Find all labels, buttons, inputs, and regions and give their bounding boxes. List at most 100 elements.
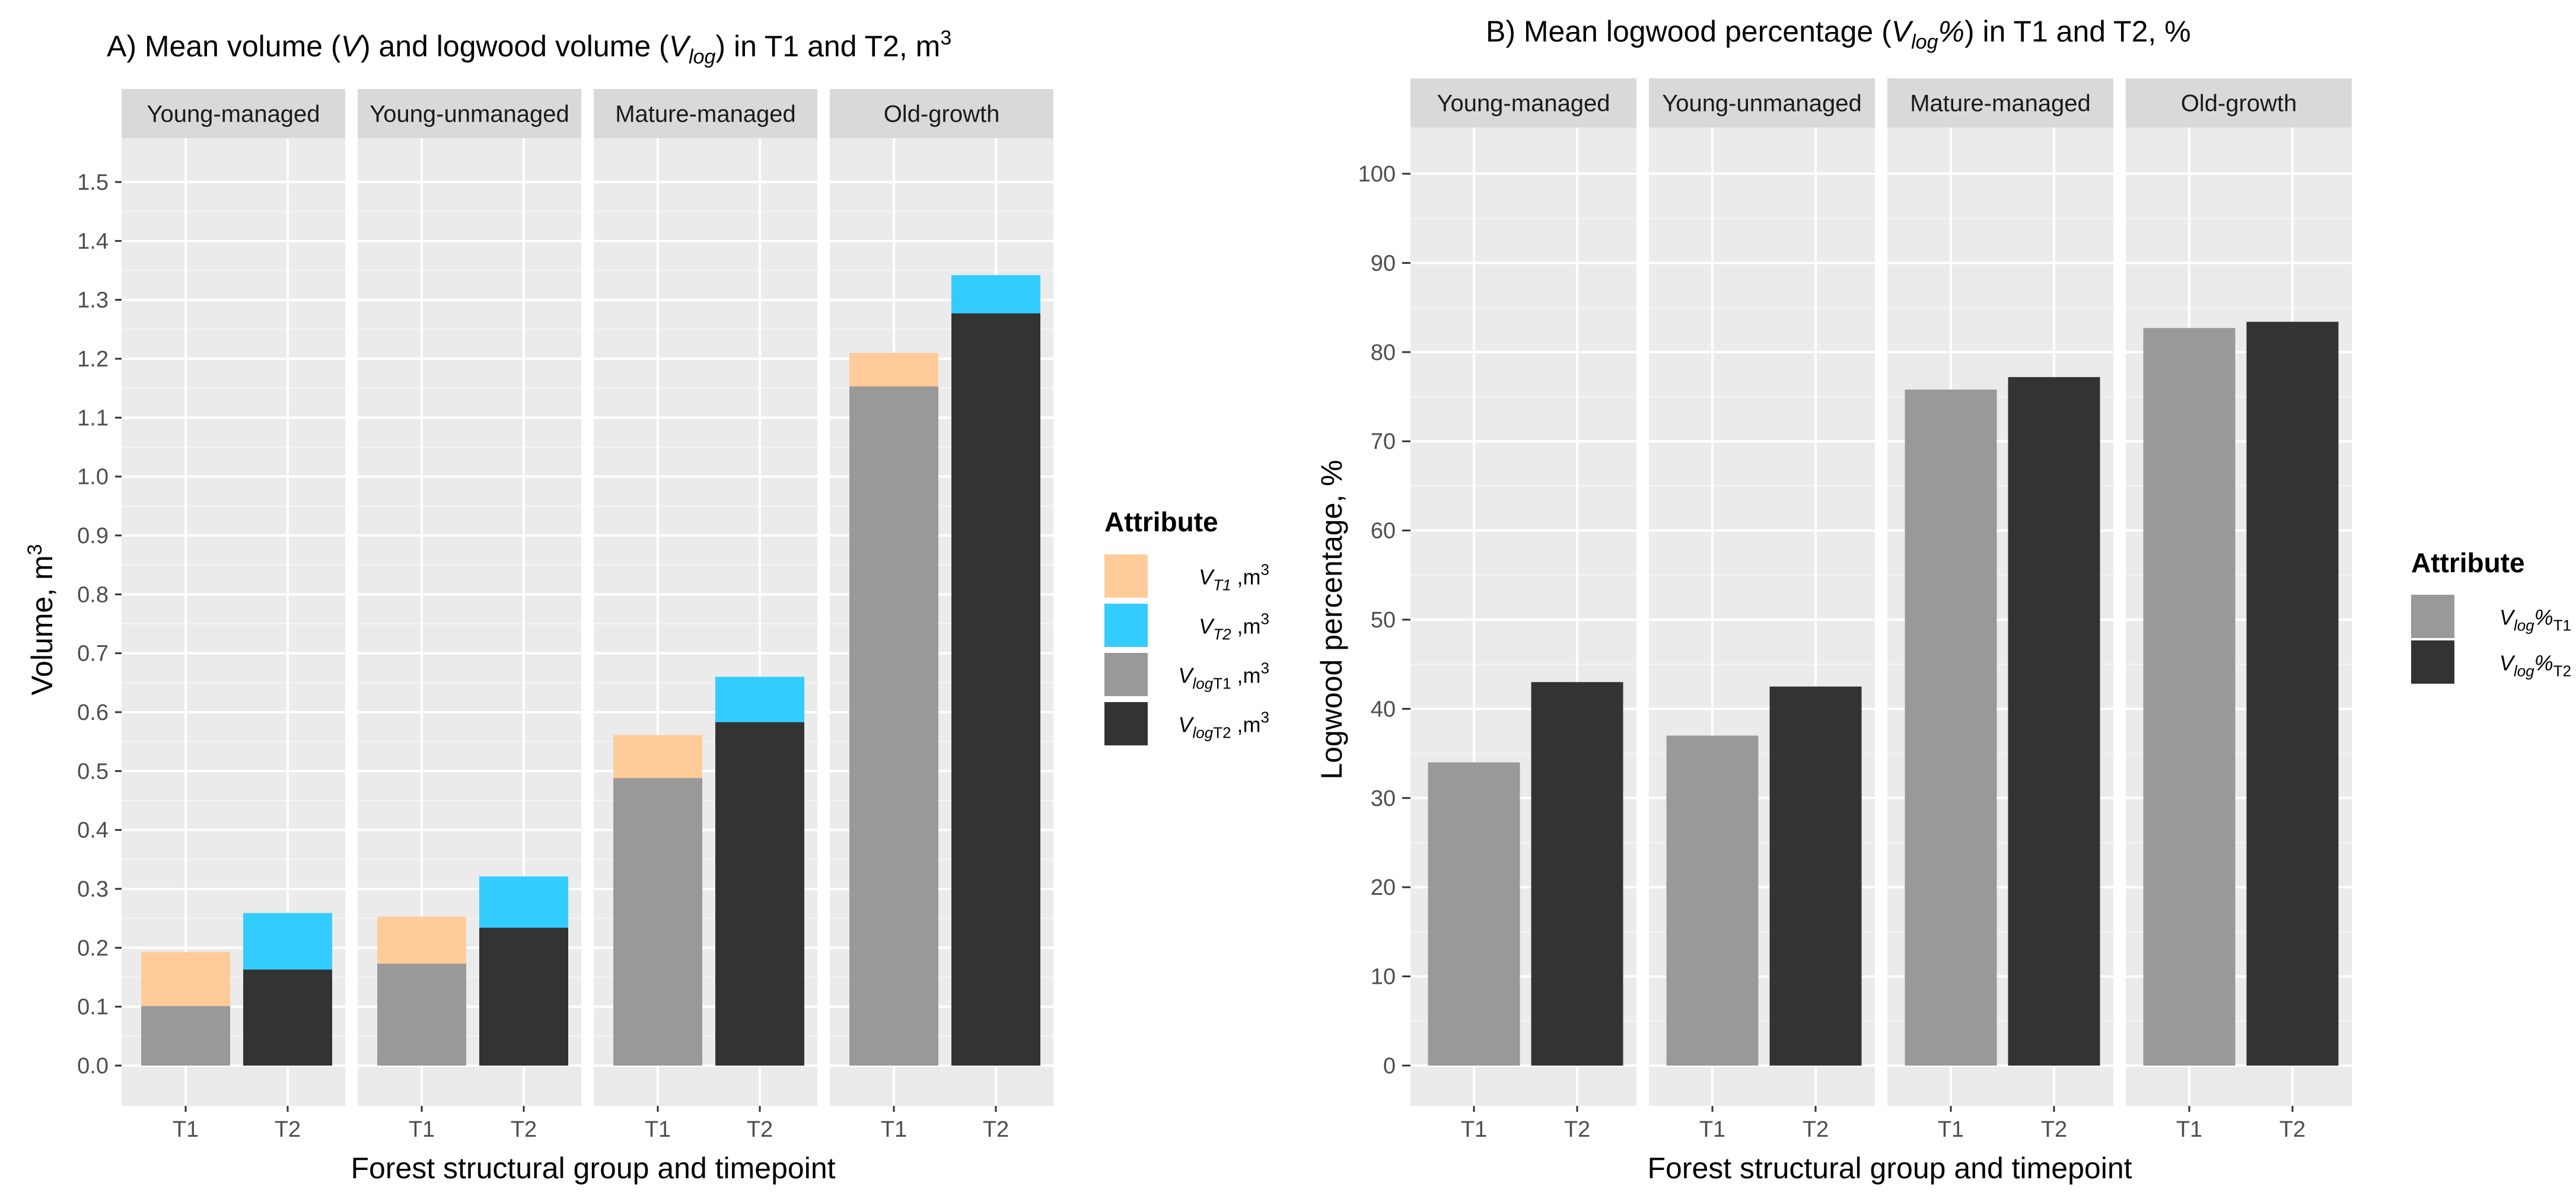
chart-a-y-tick-label: 1.0 bbox=[77, 465, 109, 490]
chart-b-mature-managed-strip bbox=[1887, 78, 2113, 127]
chart-a-young-unmanaged-strip bbox=[358, 89, 581, 138]
chart-a-legend-title: Attribute bbox=[1104, 506, 1218, 537]
chart-a-old-growth-facet-label: Old-growth bbox=[884, 101, 1000, 127]
a-legend-label-1: VT2 ,m3 bbox=[1199, 610, 1269, 643]
chart-a-young-unmanaged-bar-vlogt2 bbox=[479, 927, 568, 1066]
a-legend-label-3: VlogT2 ,m3 bbox=[1178, 709, 1269, 742]
chart-a-mature-managed-bar-vlogt2 bbox=[715, 722, 804, 1066]
chart-b-young-unmanaged-x-tick-label-t1: T1 bbox=[1699, 1117, 1725, 1142]
chart-b-young-managed-bar-vlogpctt2 bbox=[1531, 682, 1623, 1066]
chart-b-y-axis-title: Logwood percentage, % bbox=[1315, 460, 1348, 779]
chart-b-y-tick-label: 30 bbox=[1371, 786, 1396, 811]
chart-b-young-managed-facet-label: Young-managed bbox=[1437, 91, 1610, 117]
chart-b-old-growth-bar-vlogpctt1 bbox=[2143, 328, 2236, 1066]
chart-a-x-axis-title: Forest structural group and timepoint bbox=[351, 1152, 835, 1185]
chart-b-mature-managed-x-tick-label-t1: T1 bbox=[1938, 1117, 1964, 1142]
chart-a-mature-managed-x-tick-label-t1: T1 bbox=[645, 1117, 671, 1142]
chart-a-old-growth-bar-vlogt2 bbox=[951, 313, 1040, 1066]
chart-a-legend: Attribute VT1 ,m3 VT2 ,m3 VlogT1 ,m3 VlogT2… bbox=[1104, 506, 1269, 745]
chart-a-old-growth-bar-vlogt1 bbox=[849, 386, 938, 1066]
chart-b-mature-managed-facet-label: Mature-managed bbox=[1910, 91, 2091, 117]
chart-a-young-unmanaged-x-tick-label-t2: T2 bbox=[511, 1117, 537, 1142]
chart-b-logwood-percentage: B) Mean logwood percentage (Vlog%) in T1… bbox=[1315, 15, 2571, 1185]
chart-b-mature-managed-bar-vlogpctt2 bbox=[2008, 377, 2100, 1066]
chart-b-y-tick-label: 90 bbox=[1371, 251, 1396, 276]
chart-a-y-tick-label: 0.5 bbox=[77, 759, 109, 784]
chart-b-y-tick-label: 80 bbox=[1371, 340, 1396, 365]
chart-b-old-growth-bar-vlogpctt2 bbox=[2246, 321, 2339, 1066]
chart-a-old-growth-x-tick-label-t1: T1 bbox=[881, 1117, 907, 1142]
chart-b-young-unmanaged-x-tick-label-t2: T2 bbox=[1803, 1117, 1829, 1142]
chart-a-y-tick-label: 0.7 bbox=[77, 642, 109, 667]
chart-b-mature-managed-bar-vlogpctt1 bbox=[1905, 389, 1997, 1066]
chart-a-title: A) Mean volume (V) and logwood volume (V… bbox=[107, 27, 951, 68]
chart-a-mature-managed-facet-label: Mature-managed bbox=[615, 101, 796, 127]
chart-a-young-unmanaged-facet-label: Young-unmanaged bbox=[370, 101, 569, 127]
a-legend-key-0 bbox=[1104, 554, 1148, 598]
chart-b-young-managed-strip bbox=[1410, 78, 1636, 127]
chart-b-y-tick-label: 60 bbox=[1371, 519, 1396, 544]
a-legend-key-3 bbox=[1104, 702, 1148, 745]
chart-b-y-tick-label: 40 bbox=[1371, 697, 1396, 722]
chart-a-young-managed-facet-label: Young-managed bbox=[147, 101, 320, 127]
chart-a-y-tick-label: 0.6 bbox=[77, 700, 109, 725]
chart-b-title: B) Mean logwood percentage (Vlog%) in T1… bbox=[1486, 15, 2191, 53]
a-legend-label-0: VT1 ,m3 bbox=[1199, 561, 1269, 594]
chart-a-y-tick-label: 0.9 bbox=[77, 524, 109, 549]
chart-a-y-tick-label: 0.4 bbox=[77, 818, 109, 843]
chart-a-y-tick-label: 1.1 bbox=[77, 406, 109, 431]
chart-a-y-tick-label: 0.3 bbox=[77, 877, 109, 902]
chart-b-legend: Attribute Vlog%T1 Vlog%T2 bbox=[2411, 547, 2571, 684]
chart-b-y-tick-label: 70 bbox=[1371, 429, 1396, 454]
chart-a-old-growth-strip bbox=[830, 89, 1053, 138]
chart-b-y-tick-label: 10 bbox=[1371, 965, 1396, 990]
chart-a-y-tick-label: 0.8 bbox=[77, 582, 109, 607]
chart-b-young-unmanaged-bar-vlogpctt2 bbox=[1769, 686, 1862, 1066]
chart-b-legend-title: Attribute bbox=[2411, 547, 2525, 578]
chart-b-mature-managed-x-tick-label-t2: T2 bbox=[2041, 1117, 2067, 1142]
chart-a-y-tick-label: 0.1 bbox=[77, 995, 109, 1020]
chart-b-y-tick-label: 0 bbox=[1383, 1054, 1396, 1079]
chart-a-young-managed-x-tick-label-t2: T2 bbox=[275, 1117, 301, 1142]
b-legend-label-1: Vlog%T2 bbox=[2499, 651, 2571, 680]
chart-a-mature-managed-x-tick-label-t2: T2 bbox=[747, 1117, 773, 1142]
chart-b-y-tick-label: 100 bbox=[1358, 162, 1396, 187]
chart-b-old-growth-x-tick-label-t2: T2 bbox=[2279, 1117, 2306, 1142]
chart-a-y-tick-label: 1.5 bbox=[77, 170, 109, 195]
chart-a-y-axis-title: Volume, m3 bbox=[24, 544, 59, 695]
chart-b-y-tick-label: 50 bbox=[1371, 608, 1396, 633]
chart-a-young-managed-x-tick-label-t1: T1 bbox=[173, 1117, 199, 1142]
b-legend-key-0 bbox=[2411, 595, 2454, 638]
chart-b-old-growth-strip bbox=[2126, 78, 2352, 127]
chart-a-old-growth-x-tick-label-t2: T2 bbox=[983, 1117, 1009, 1142]
a-legend-key-2 bbox=[1104, 653, 1148, 696]
chart-a-y-tick-label: 1.3 bbox=[77, 288, 109, 313]
chart-a-mature-managed-strip bbox=[594, 89, 817, 138]
b-legend-label-0: Vlog%T1 bbox=[2499, 605, 2571, 634]
chart-b-x-axis-title: Forest structural group and timepoint bbox=[1647, 1152, 2132, 1185]
chart-b-old-growth-facet-label: Old-growth bbox=[2181, 91, 2297, 117]
a-legend-key-1 bbox=[1104, 604, 1148, 647]
chart-a-young-unmanaged-bar-vlogt1 bbox=[377, 964, 466, 1066]
a-legend-label-2: VlogT1 ,m3 bbox=[1178, 659, 1269, 693]
chart-b-y-tick-label: 20 bbox=[1371, 875, 1396, 900]
chart-a-young-unmanaged-x-tick-label-t1: T1 bbox=[409, 1117, 435, 1142]
chart-b-young-managed-bar-vlogpctt1 bbox=[1428, 762, 1520, 1066]
chart-a-young-managed-bar-vlogt2 bbox=[243, 970, 332, 1066]
chart-a-y-tick-label: 0.2 bbox=[77, 936, 109, 961]
chart-b-young-unmanaged-bar-vlogpctt1 bbox=[1666, 735, 1759, 1066]
chart-a-y-tick-label: 0.0 bbox=[77, 1054, 109, 1079]
chart-b-old-growth-x-tick-label-t1: T1 bbox=[2176, 1117, 2202, 1142]
chart-b-young-managed-x-tick-label-t2: T2 bbox=[1564, 1117, 1590, 1142]
chart-a-young-managed-bar-vlogt1 bbox=[141, 1006, 230, 1066]
chart-b-young-unmanaged-strip bbox=[1649, 78, 1875, 127]
chart-b-young-unmanaged-facet-label: Young-unmanaged bbox=[1662, 91, 1862, 117]
chart-a-mature-managed-bar-vlogt1 bbox=[613, 778, 702, 1066]
chart-a-volume: A) Mean volume (V) and logwood volume (V… bbox=[24, 27, 1269, 1185]
b-legend-key-1 bbox=[2411, 640, 2454, 684]
chart-a-young-managed-strip bbox=[122, 89, 345, 138]
chart-a-y-tick-label: 1.4 bbox=[77, 229, 109, 254]
chart-b-young-managed-x-tick-label-t1: T1 bbox=[1461, 1117, 1487, 1142]
chart-a-y-tick-label: 1.2 bbox=[77, 347, 109, 372]
